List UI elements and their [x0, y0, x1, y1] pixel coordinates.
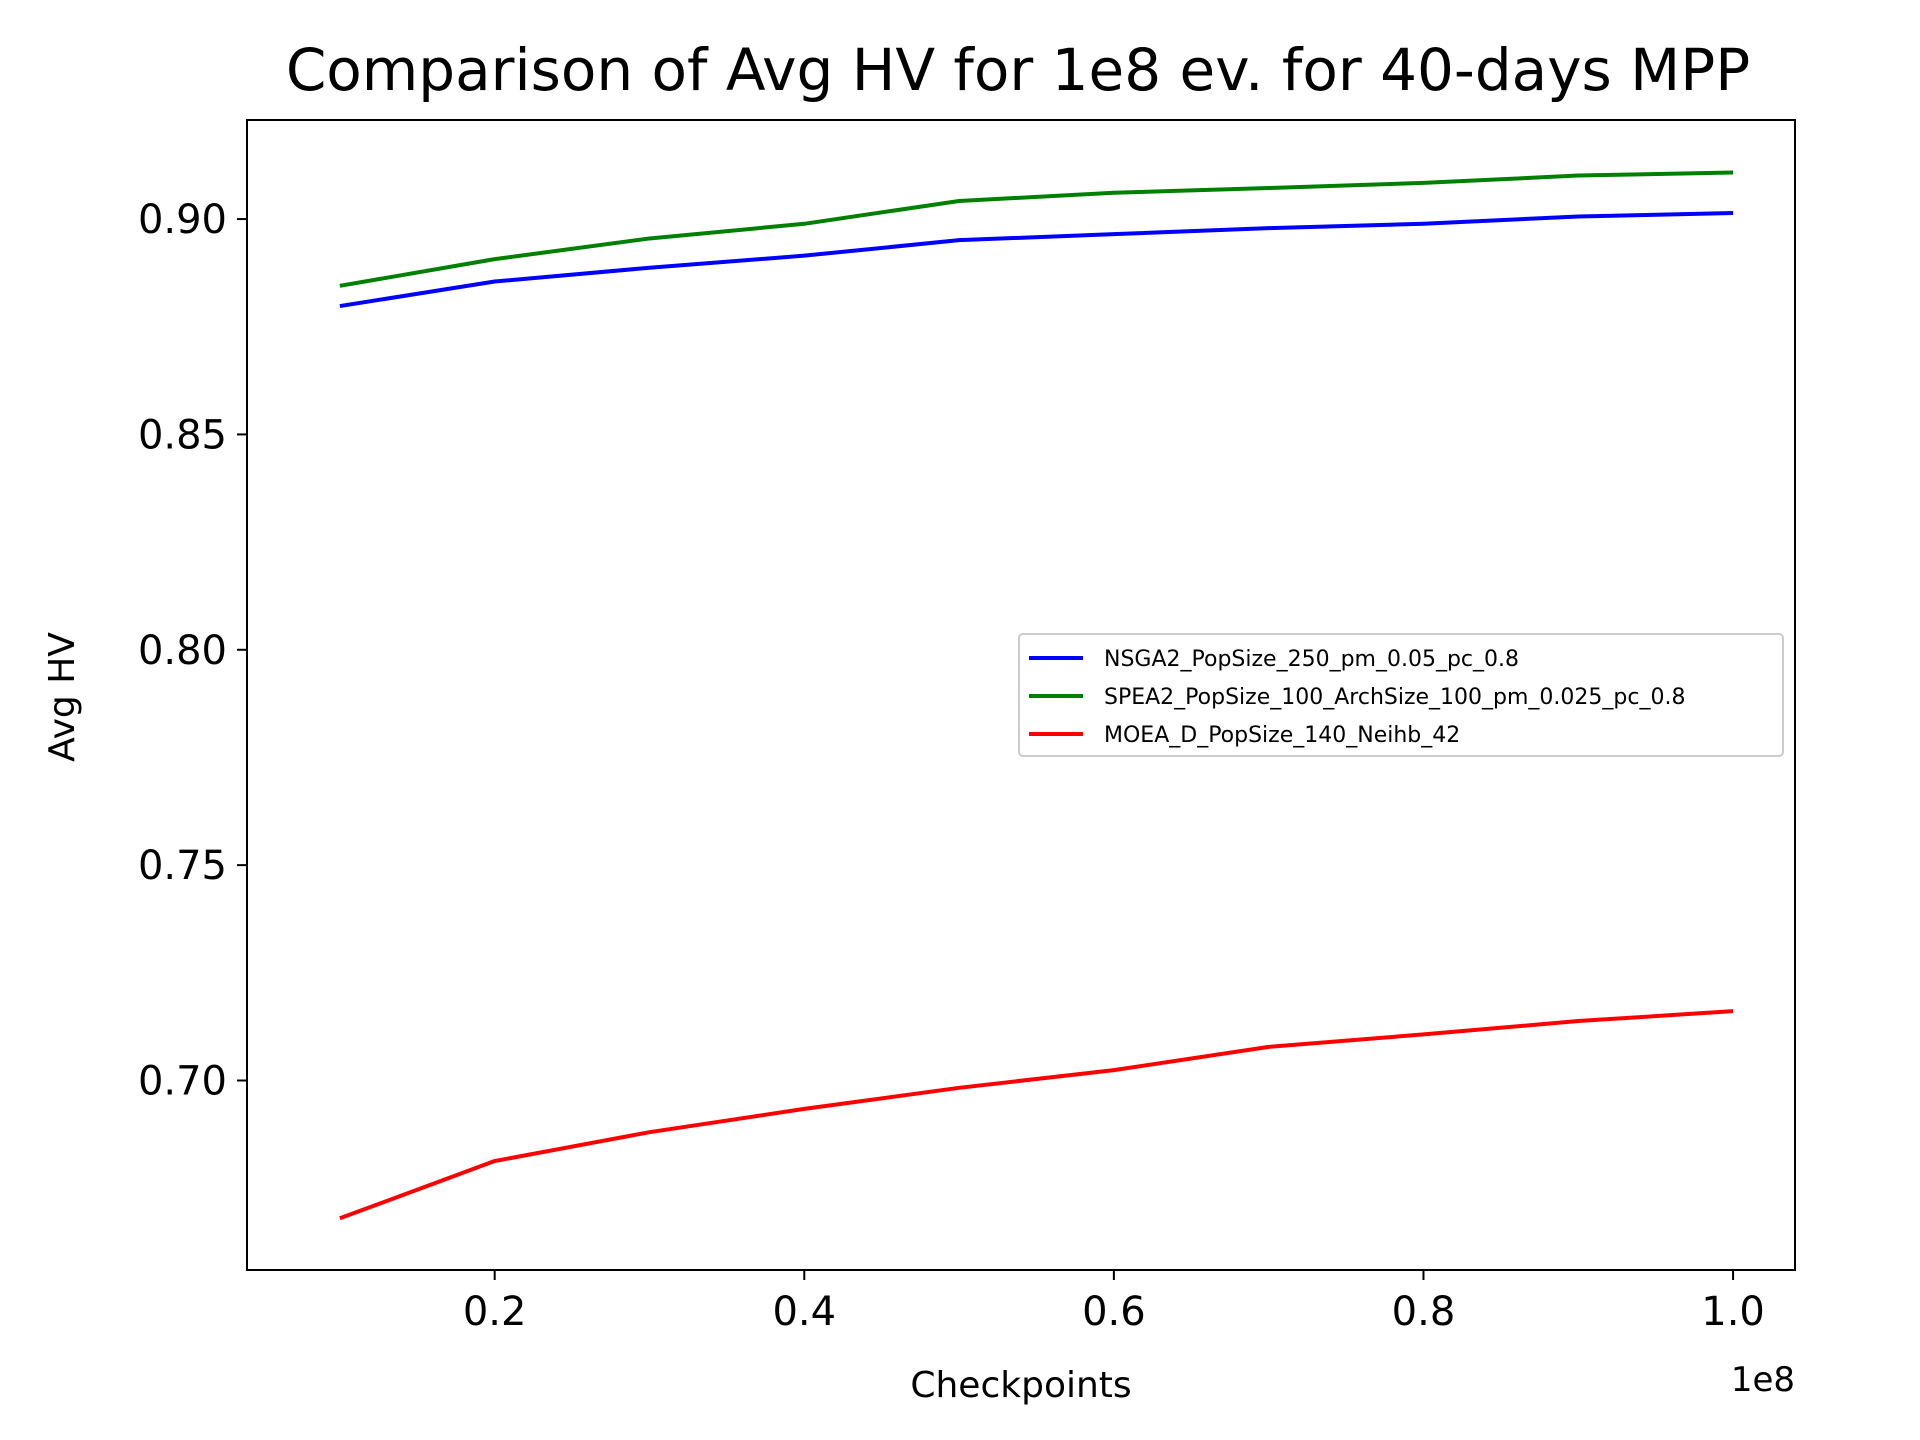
x-axis-ticks: 0.2 0.4 0.6 0.8 1.0 — [463, 1270, 1765, 1335]
series-line-1 — [339, 211, 1734, 309]
x-tick-label: 1.0 — [1701, 1289, 1765, 1335]
y-tick-label: 0.75 — [138, 843, 227, 889]
legend: NSGA2_PopSize_250_pm_0.05_pc_0.8 SPEA2_Po… — [1018, 633, 1784, 757]
series-layer — [339, 170, 1734, 1221]
series-line-3 — [339, 1009, 1734, 1221]
plot-frame — [246, 119, 1796, 1271]
legend-box — [1018, 633, 1784, 757]
x-tick-label: 0.2 — [463, 1289, 527, 1335]
series-line-2 — [339, 170, 1734, 288]
chart-title: Comparison of Avg HV for 1e8 ev. for 40-… — [286, 36, 1750, 104]
x-tick-label: 0.8 — [1392, 1289, 1456, 1335]
x-tick-label: 0.4 — [772, 1289, 836, 1335]
legend-label-3: MOEA_D_PopSize_140_Neihb_42 — [1104, 723, 1460, 748]
y-tick-label: 0.90 — [138, 197, 227, 243]
plot-area — [246, 119, 1796, 1271]
legend-entries: NSGA2_PopSize_250_pm_0.05_pc_0.8 SPEA2_Po… — [1029, 647, 1685, 748]
x-axis-offset-label: 1e8 — [1731, 1360, 1795, 1400]
x-axis-label: Checkpoints — [910, 1365, 1131, 1406]
y-tick-label: 0.85 — [138, 412, 227, 458]
y-axis-label: Avg HV — [42, 632, 83, 762]
x-tick-label: 0.6 — [1082, 1289, 1146, 1335]
y-tick-label: 0.70 — [138, 1058, 227, 1104]
y-tick-label: 0.80 — [138, 628, 227, 674]
y-axis-ticks: 0.70 0.75 0.80 0.85 0.90 — [138, 197, 247, 1104]
legend-label-1: NSGA2_PopSize_250_pm_0.05_pc_0.8 — [1104, 647, 1519, 672]
legend-label-2: SPEA2_PopSize_100_ArchSize_100_pm_0.025_… — [1104, 685, 1685, 710]
